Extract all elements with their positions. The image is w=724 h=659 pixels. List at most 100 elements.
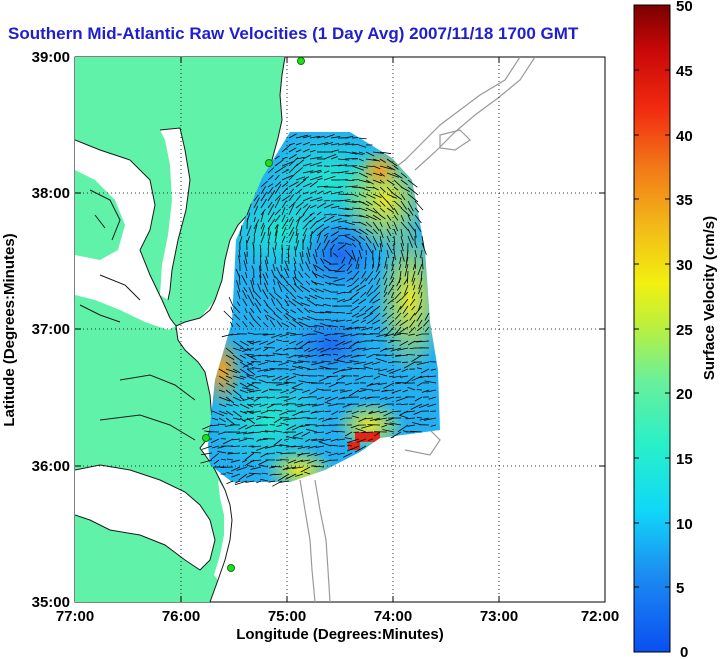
velocity-vector — [343, 291, 353, 294]
velocity-vector — [323, 259, 332, 265]
velocity-vector — [396, 284, 402, 291]
velocity-vector — [384, 256, 388, 269]
velocity-vector — [273, 430, 283, 433]
velocity-vector — [242, 459, 248, 463]
velocity-vector — [239, 236, 243, 244]
velocity-vector — [311, 270, 318, 279]
velocity-vector — [369, 305, 381, 315]
velocity-vector — [309, 389, 318, 395]
velocity-vector — [349, 360, 360, 363]
velocity-vector — [265, 272, 269, 279]
velocity-vector — [330, 205, 340, 209]
velocity-vector — [368, 438, 374, 441]
velocity-vector — [409, 319, 416, 328]
velocity-vector — [250, 459, 262, 462]
velocity-vector — [260, 186, 266, 195]
velocity-vector — [246, 225, 252, 237]
velocity-vector — [398, 263, 402, 271]
velocity-vector — [393, 249, 396, 261]
velocity-vector — [271, 269, 276, 279]
velocity-vector — [384, 422, 395, 426]
velocity-vector — [247, 332, 255, 335]
velocity-vector — [260, 478, 269, 482]
velocity-vector — [383, 277, 388, 286]
velocity-vector — [411, 270, 416, 282]
velocity-vector — [288, 193, 295, 202]
velocity-vector — [236, 301, 241, 307]
velocity-vector — [407, 340, 416, 346]
velocity-vector — [263, 346, 276, 349]
velocity-vector — [218, 396, 231, 402]
velocity-vector — [369, 298, 374, 303]
velocity-vector — [249, 321, 255, 328]
velocity-vector — [358, 235, 366, 241]
velocity-vector — [248, 472, 262, 475]
colorbar-tick-labels: 50 45 40 35 30 25 20 15 10 5 0 — [676, 0, 693, 659]
velocity-vector — [294, 276, 304, 286]
velocity-vector — [281, 144, 291, 153]
velocity-vector — [337, 170, 349, 174]
velocity-vector — [325, 431, 332, 435]
velocity-vector — [260, 410, 269, 414]
velocity-vector — [407, 386, 416, 391]
velocity-vector — [395, 319, 402, 326]
velocity-vector — [249, 307, 255, 314]
velocity-vector — [351, 221, 360, 224]
velocity-vector — [234, 480, 241, 484]
velocity-vector — [244, 251, 248, 265]
velocity-vector — [288, 226, 295, 237]
velocity-vector — [211, 417, 218, 421]
velocity-vector — [257, 415, 269, 419]
velocity-vector — [330, 226, 342, 230]
velocity-vector — [225, 403, 233, 407]
station-marker — [265, 159, 273, 167]
velocity-vector — [242, 396, 255, 402]
velocity-vector — [275, 445, 283, 447]
velocity-vector — [330, 156, 338, 160]
velocity-vector — [293, 262, 297, 272]
colorbar-tick-label: 20 — [676, 386, 693, 403]
velocity-vector — [356, 438, 367, 443]
velocity-vector — [304, 347, 311, 352]
velocity-vector — [317, 347, 325, 351]
velocity-vector — [342, 340, 353, 345]
velocity-vector — [257, 361, 269, 366]
colorbar — [633, 4, 671, 653]
velocity-vector — [250, 361, 262, 363]
velocity-vector — [277, 473, 290, 481]
velocity-vector — [267, 211, 275, 223]
velocity-vector — [293, 417, 304, 420]
velocity-vector — [230, 306, 234, 314]
velocity-vector — [363, 361, 374, 366]
velocity-vector — [291, 445, 304, 448]
velocity-vector — [271, 298, 276, 307]
velocity-vector — [230, 459, 241, 463]
velocity-vector — [365, 165, 374, 167]
velocity-vector — [273, 279, 276, 286]
velocity-vector — [225, 361, 231, 367]
velocity-vector — [277, 281, 283, 293]
velocity-vector — [350, 354, 360, 359]
colorbar-label: Surface Velocity (cm/s) — [701, 216, 718, 380]
velocity-vector — [351, 228, 362, 235]
velocity-vector — [298, 321, 311, 328]
velocity-vector — [323, 232, 329, 237]
velocity-vector — [217, 450, 227, 454]
velocity-vector — [351, 214, 365, 218]
velocity-vector — [344, 200, 357, 203]
velocity-vector — [424, 380, 437, 384]
velocity-vector — [286, 435, 297, 440]
velocity-vector — [309, 326, 318, 328]
velocity-vector — [283, 466, 297, 470]
velocity-vector — [409, 347, 416, 349]
velocity-vector — [264, 359, 276, 363]
velocity-vector — [316, 171, 322, 174]
velocity-vector — [344, 172, 354, 175]
velocity-vector — [295, 229, 298, 237]
velocity-vector — [259, 274, 262, 286]
velocity-vector — [365, 200, 373, 206]
velocity-vector — [246, 473, 255, 478]
velocity-vector — [410, 403, 423, 410]
velocity-vector — [276, 382, 290, 386]
velocity-vector — [393, 375, 402, 378]
